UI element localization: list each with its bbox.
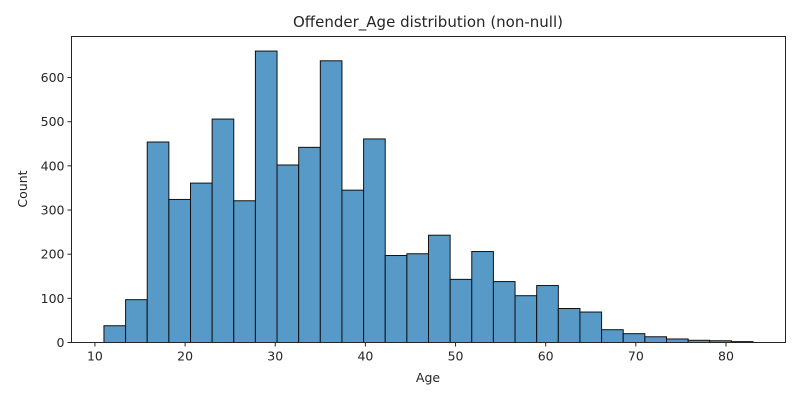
bars-group — [103, 50, 754, 344]
histogram-bar — [125, 299, 148, 343]
y-tick-label: 100 — [41, 291, 65, 306]
histogram-bar — [536, 285, 559, 344]
histogram-bar — [363, 138, 386, 343]
x-tick-label: 30 — [267, 349, 283, 364]
histogram-bar — [254, 50, 278, 343]
histogram-bar — [298, 146, 321, 343]
y-tick-label: 0 — [57, 335, 65, 350]
x-tick-label: 20 — [177, 349, 193, 364]
histogram-bar — [471, 251, 494, 343]
histogram-bar — [341, 189, 365, 343]
histogram-bar — [666, 338, 689, 343]
histogram-bar — [319, 60, 343, 344]
histogram-bar — [211, 118, 235, 343]
histogram-bar — [233, 200, 256, 343]
histogram-bar — [514, 295, 538, 343]
x-tick-label: 80 — [718, 349, 734, 364]
histogram-bar — [644, 336, 668, 343]
y-tick-label: 300 — [41, 203, 65, 218]
histogram-bar — [449, 278, 473, 344]
histogram-bar — [168, 198, 191, 343]
histogram-bar — [276, 164, 300, 343]
histogram-bar — [622, 333, 646, 343]
plot-frame — [71, 36, 786, 343]
y-tick-label: 200 — [41, 247, 65, 262]
y-axis-ticks: 0 100 200 300 400 500 600 — [41, 70, 72, 350]
x-tick-label: 60 — [538, 349, 554, 364]
histogram-bar — [601, 329, 624, 343]
histogram-bar — [406, 253, 430, 343]
x-tick-label: 70 — [628, 349, 644, 364]
x-tick-label: 40 — [357, 349, 373, 364]
histogram-bar — [384, 255, 408, 343]
y-axis-label: Count — [15, 170, 30, 207]
histogram-bar — [492, 281, 516, 344]
histogram-bar — [428, 234, 451, 343]
x-axis-label: Age — [416, 370, 440, 385]
histogram-bar — [103, 325, 127, 343]
histogram-bar — [557, 308, 581, 343]
x-tick-label: 10 — [87, 349, 103, 364]
y-tick-label: 600 — [41, 70, 65, 85]
histogram-bar — [579, 311, 603, 344]
x-tick-label: 50 — [448, 349, 464, 364]
y-tick-label: 400 — [41, 158, 65, 173]
x-axis-ticks: 10 20 30 40 50 60 70 80 — [87, 342, 734, 364]
histogram-bar — [146, 141, 170, 343]
y-tick-label: 500 — [41, 114, 65, 129]
chart-title: Offender_Age distribution (non-null) — [293, 13, 563, 32]
histogram-bar — [190, 182, 213, 343]
